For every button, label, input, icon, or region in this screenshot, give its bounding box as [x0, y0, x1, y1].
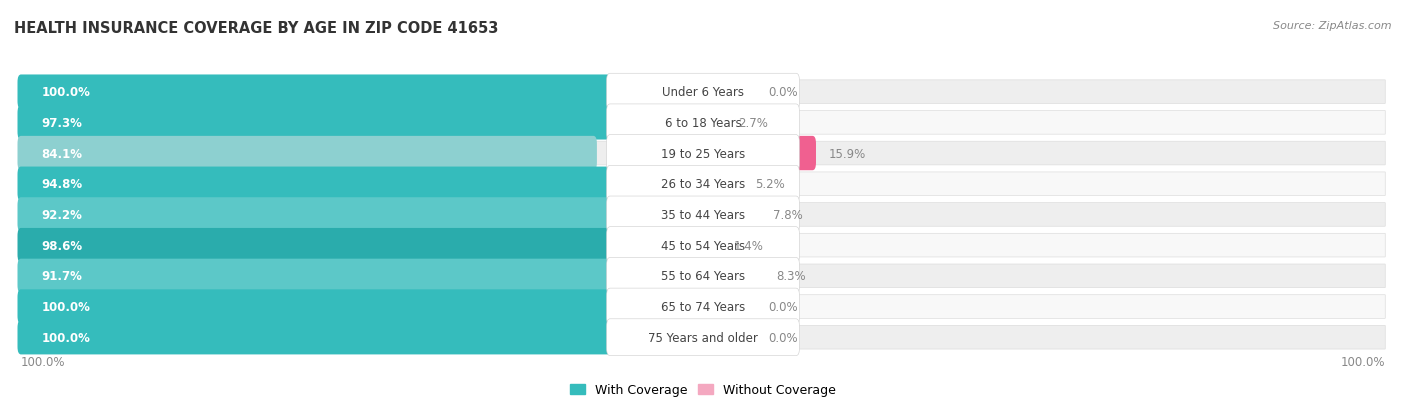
Text: 45 to 54 Years: 45 to 54 Years	[661, 239, 745, 252]
Text: 15.9%: 15.9%	[830, 147, 866, 160]
Text: 65 to 74 Years: 65 to 74 Years	[661, 300, 745, 313]
FancyBboxPatch shape	[606, 166, 800, 203]
FancyBboxPatch shape	[17, 137, 598, 171]
Text: 35 to 44 Years: 35 to 44 Years	[661, 209, 745, 221]
FancyBboxPatch shape	[17, 259, 650, 293]
Text: 84.1%: 84.1%	[42, 147, 83, 160]
Text: 2.7%: 2.7%	[738, 116, 768, 130]
FancyBboxPatch shape	[17, 106, 688, 140]
FancyBboxPatch shape	[17, 290, 706, 324]
FancyBboxPatch shape	[700, 259, 763, 293]
Text: 8.3%: 8.3%	[776, 270, 807, 282]
FancyBboxPatch shape	[17, 198, 652, 232]
Text: 97.3%: 97.3%	[42, 116, 83, 130]
Text: 0.0%: 0.0%	[768, 331, 797, 344]
FancyBboxPatch shape	[21, 234, 1385, 257]
Text: 100.0%: 100.0%	[21, 355, 66, 368]
FancyBboxPatch shape	[700, 320, 755, 354]
Text: 92.2%: 92.2%	[42, 209, 83, 221]
Text: 91.7%: 91.7%	[42, 270, 83, 282]
FancyBboxPatch shape	[700, 75, 755, 109]
FancyBboxPatch shape	[700, 137, 815, 171]
FancyBboxPatch shape	[606, 319, 800, 356]
Legend: With Coverage, Without Coverage: With Coverage, Without Coverage	[565, 378, 841, 401]
Text: 100.0%: 100.0%	[42, 331, 90, 344]
Text: 75 Years and older: 75 Years and older	[648, 331, 758, 344]
FancyBboxPatch shape	[21, 81, 1385, 104]
FancyBboxPatch shape	[700, 290, 755, 324]
FancyBboxPatch shape	[21, 203, 1385, 227]
FancyBboxPatch shape	[21, 173, 1385, 196]
Text: 94.8%: 94.8%	[42, 178, 83, 191]
FancyBboxPatch shape	[606, 74, 800, 111]
FancyBboxPatch shape	[17, 228, 697, 263]
FancyBboxPatch shape	[606, 258, 800, 294]
FancyBboxPatch shape	[700, 106, 725, 140]
Text: HEALTH INSURANCE COVERAGE BY AGE IN ZIP CODE 41653: HEALTH INSURANCE COVERAGE BY AGE IN ZIP …	[14, 21, 499, 36]
Text: 55 to 64 Years: 55 to 64 Years	[661, 270, 745, 282]
FancyBboxPatch shape	[21, 295, 1385, 318]
Text: 0.0%: 0.0%	[768, 86, 797, 99]
FancyBboxPatch shape	[17, 75, 706, 109]
FancyBboxPatch shape	[21, 264, 1385, 288]
FancyBboxPatch shape	[21, 142, 1385, 166]
Text: 5.2%: 5.2%	[755, 178, 785, 191]
Text: 100.0%: 100.0%	[1340, 355, 1385, 368]
FancyBboxPatch shape	[606, 288, 800, 325]
FancyBboxPatch shape	[17, 320, 706, 354]
FancyBboxPatch shape	[606, 227, 800, 264]
FancyBboxPatch shape	[700, 228, 720, 263]
FancyBboxPatch shape	[700, 167, 742, 202]
FancyBboxPatch shape	[17, 167, 671, 202]
Text: 100.0%: 100.0%	[42, 86, 90, 99]
Text: 26 to 34 Years: 26 to 34 Years	[661, 178, 745, 191]
FancyBboxPatch shape	[606, 135, 800, 172]
FancyBboxPatch shape	[21, 325, 1385, 349]
FancyBboxPatch shape	[606, 104, 800, 141]
Text: Under 6 Years: Under 6 Years	[662, 86, 744, 99]
FancyBboxPatch shape	[606, 197, 800, 233]
Text: 98.6%: 98.6%	[42, 239, 83, 252]
Text: 100.0%: 100.0%	[42, 300, 90, 313]
Text: 0.0%: 0.0%	[768, 300, 797, 313]
Text: 6 to 18 Years: 6 to 18 Years	[665, 116, 741, 130]
FancyBboxPatch shape	[700, 198, 761, 232]
Text: 19 to 25 Years: 19 to 25 Years	[661, 147, 745, 160]
FancyBboxPatch shape	[21, 111, 1385, 135]
Text: Source: ZipAtlas.com: Source: ZipAtlas.com	[1274, 21, 1392, 31]
Text: 7.8%: 7.8%	[773, 209, 803, 221]
Text: 1.4%: 1.4%	[734, 239, 763, 252]
